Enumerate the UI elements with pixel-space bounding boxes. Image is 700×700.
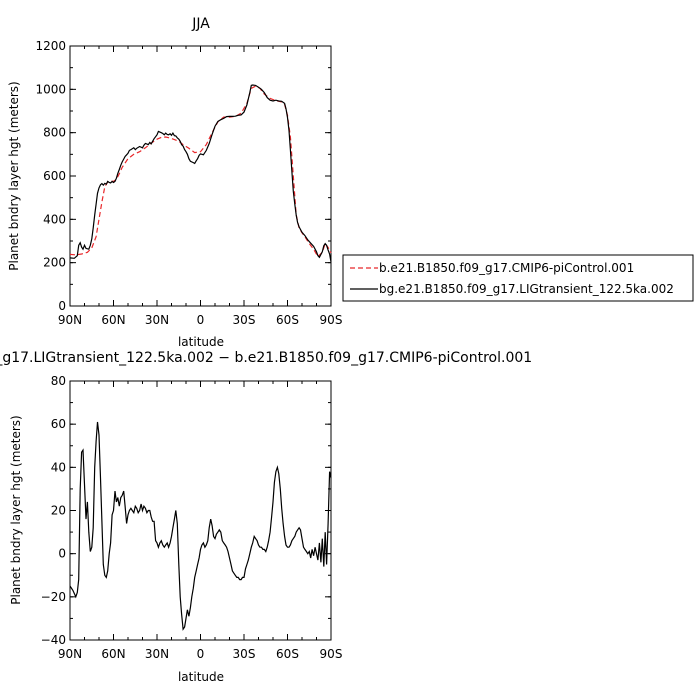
legend-label-transient: bg.e21.B1850.f09_g17.LIGtransient_122.5k… <box>379 282 674 296</box>
top-chart-x-tick-label: 60S <box>276 313 299 327</box>
bottom-chart-x-tick-label: 30N <box>145 647 169 661</box>
bottom-chart-y-tick-label: 60 <box>51 417 66 431</box>
top-chart-x-tick-label: 60N <box>101 313 125 327</box>
top-chart-x-tick-label: 30S <box>233 313 256 327</box>
bottom-chart-x-tick-label: 0 <box>197 647 205 661</box>
bottom-chart-y-axis-label: Planet bndry layer hgt (meters) <box>9 415 23 605</box>
top-chart-y-tick-label: 0 <box>58 299 66 313</box>
bottom-chart-x-axis-label: latitude <box>178 670 224 684</box>
top-chart-x-tick-label: 0 <box>197 313 205 327</box>
legend-label-control: b.e21.B1850.f09_g17.CMIP6-piControl.001 <box>379 261 634 275</box>
top-chart-y-tick-label: 1200 <box>35 39 66 53</box>
bottom-chart-series-line-0 <box>69 421 332 631</box>
top-chart-y-tick-label: 200 <box>43 256 66 270</box>
bottom-chart-y-tick-label: 40 <box>51 460 66 474</box>
bottom-chart-y-tick-label: −20 <box>41 590 66 604</box>
top-chart-x-tick-label: 30N <box>145 313 169 327</box>
bottom-chart-title: bg.e21.B1850.f09_g17.LIGtransient_122.5k… <box>0 350 532 366</box>
bottom-chart-y-tick-label: 0 <box>58 547 66 561</box>
legend-box <box>342 254 694 302</box>
bottom-chart-y-tick-label: 80 <box>51 374 66 388</box>
bottom-chart-x-tick-label: 90N <box>58 647 82 661</box>
top-chart-y-tick-label: 1000 <box>35 82 66 96</box>
bottom-chart-y-tick-label: 20 <box>51 504 66 518</box>
top-chart-y-axis-label: Planet bndry layer hgt (meters) <box>7 81 21 271</box>
top-chart-x-axis-label: latitude <box>178 335 224 349</box>
top-chart-y-tick-label: 800 <box>43 126 66 140</box>
top-chart-y-tick-label: 400 <box>43 212 66 226</box>
top-chart-x-tick-label: 90N <box>58 313 82 327</box>
top-chart-x-tick-label: 90S <box>320 313 343 327</box>
bottom-chart-x-tick-label: 90S <box>320 647 343 661</box>
top-chart-y-tick-label: 600 <box>43 169 66 183</box>
top-chart-title: JJA <box>191 16 210 32</box>
bottom-chart-x-tick-label: 60N <box>101 647 125 661</box>
bottom-chart-y-tick-label: −40 <box>41 633 66 647</box>
top-chart-series-line-1 <box>69 84 332 263</box>
bottom-chart-plot-frame <box>69 380 332 641</box>
bottom-chart-x-tick-label: 60S <box>276 647 299 661</box>
bottom-chart-x-tick-label: 30S <box>233 647 256 661</box>
